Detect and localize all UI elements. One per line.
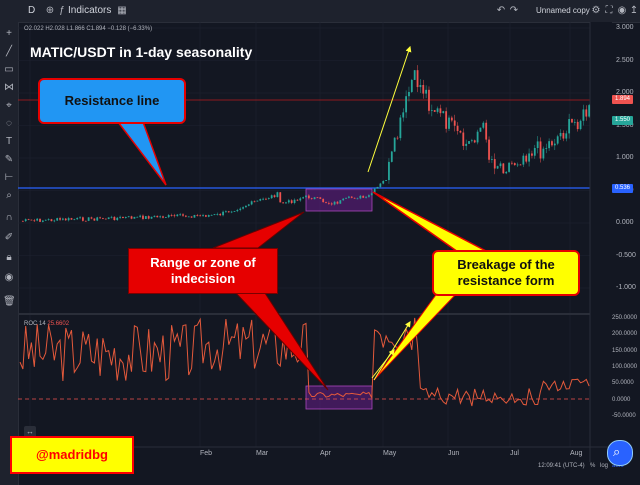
scroll-to-start-icon[interactable]: ↔: [24, 426, 36, 438]
resistance-price-label: 0.536: [612, 184, 634, 193]
time-tick: Jul: [510, 450, 519, 457]
brush-icon[interactable]: ✎: [4, 154, 14, 165]
price-axis[interactable]: [590, 22, 612, 485]
range-callout-pointer-top: [212, 211, 305, 249]
breakage-callout-pointer: [372, 191, 489, 253]
interval-button[interactable]: D: [28, 5, 36, 16]
roc-tick: 250.0000: [612, 315, 638, 321]
range-callout: Range or zone of indecision: [128, 248, 278, 294]
candle: [187, 216, 190, 218]
zoom-icon[interactable]: ⌕: [6, 190, 12, 201]
ohlc-legend: O2.022 H2.028 L1.866 C1.894 −0.128 (−6.3…: [24, 26, 153, 32]
log-toggle[interactable]: log: [600, 463, 609, 469]
roc-tick: -50.0000: [612, 412, 636, 419]
search-icon: ⌕: [613, 444, 621, 459]
top-toolbar: D ⊕ ƒ Indicators ▦ ↶ ↷ Unnamed copy ⚙ ⛶ …: [0, 0, 640, 23]
price-tick: 3.000: [616, 24, 634, 31]
pencil-icon[interactable]: ✐: [4, 232, 14, 243]
search-button[interactable]: ⌕: [607, 440, 633, 466]
undo-icon[interactable]: ↶: [496, 5, 506, 16]
roc-tick: 150.0000: [612, 347, 638, 354]
trendline-icon[interactable]: ╱: [5, 46, 13, 57]
price-tick: 1.500: [616, 121, 634, 129]
breakout-arrow-roc-2: [373, 320, 411, 381]
price-tick: 2.500: [616, 56, 634, 64]
roc-tick: 100.0000: [612, 363, 638, 370]
time-tick: Mar: [256, 450, 269, 457]
roc-line: [19, 317, 590, 407]
breakage-callout: Breakage of the resistance form: [432, 250, 580, 296]
price-tick: -1.000: [616, 284, 636, 291]
trash-icon[interactable]: 🗑︎: [3, 296, 16, 307]
time-tick: Aug: [570, 450, 583, 457]
roc-tick: 0.0000: [612, 396, 631, 403]
time-tick: Feb: [200, 450, 213, 457]
layout-name[interactable]: Unnamed copy: [536, 6, 590, 15]
current-price-label: 1.894: [612, 95, 634, 104]
resistance-callout-text: Resistance line: [64, 93, 160, 108]
candle: [316, 197, 319, 199]
candle: [84, 220, 87, 222]
range-callout-text: Range or zone of indecision: [150, 255, 256, 286]
auto-toggle[interactable]: auto: [612, 463, 624, 469]
text-icon[interactable]: T: [5, 136, 13, 147]
compare-icon[interactable]: ⊕: [45, 5, 55, 16]
chart-grid: [18, 22, 590, 447]
drawing-toolbar: + ╱ ▭ ⋈ ⌖ ◌ T ✎ ⊢ ⌕ ∩ ✐ 🔒︎ ◉ 🗑︎: [0, 22, 19, 485]
chart-title: MATIC/USDT in 1-day seasonality: [30, 44, 253, 60]
roc-value: 25.6602: [47, 321, 70, 327]
breakout-arrow-roc-1: [371, 349, 395, 379]
range-zone-box[interactable]: [305, 188, 373, 212]
time-tick: May: [383, 450, 397, 457]
pattern-icon[interactable]: ⋈: [4, 82, 14, 93]
indicators-icon[interactable]: ƒ: [59, 5, 65, 16]
eye-icon[interactable]: ◉: [4, 272, 14, 283]
clock: 12:09:41 (UTC-4): [538, 463, 585, 469]
chart-canvas[interactable]: [18, 22, 612, 485]
breakage-callout-text: Breakage of the resistance form: [457, 257, 555, 288]
price-tick: 2.000: [616, 89, 634, 96]
breakout-arrow-price: [367, 45, 412, 173]
magnet-icon[interactable]: ∩: [5, 212, 13, 223]
redo-icon[interactable]: ↷: [509, 5, 519, 16]
roc-label: ROC 14 25.6602: [24, 321, 69, 327]
price-tick: 0.000: [616, 219, 634, 226]
resistance-callout: Resistance line: [38, 78, 186, 124]
price-tick: 1.000: [616, 154, 634, 161]
lock-icon[interactable]: 🔒︎: [6, 252, 12, 263]
time-tick: Jun: [448, 450, 460, 457]
measure-icon[interactable]: ⊢: [4, 172, 14, 183]
publish-icon[interactable]: ↥: [629, 5, 639, 16]
author-watermark-text: @madridbg: [36, 447, 108, 462]
price-tick: -0.500: [616, 251, 636, 259]
settings-icon[interactable]: ⚙: [591, 5, 601, 16]
camera-icon[interactable]: ◉: [617, 5, 627, 16]
time-tick: Apr: [320, 450, 331, 457]
roc-tick: 50.0000: [612, 380, 634, 387]
fullscreen-icon[interactable]: ⛶: [605, 5, 613, 16]
indicators-button[interactable]: Indicators: [68, 5, 112, 16]
resistance-callout-pointer: [116, 121, 167, 186]
templates-icon[interactable]: ▦: [117, 5, 127, 16]
candlestick-series: [21, 65, 591, 223]
author-watermark: @madridbg: [10, 436, 134, 474]
range-callout-pointer-bottom: [231, 289, 329, 391]
roc-zone-box[interactable]: [305, 385, 373, 410]
candle: [136, 216, 139, 218]
fib-icon[interactable]: ▭: [4, 64, 14, 75]
roc-name: ROC 14: [24, 321, 46, 327]
crosshair-icon[interactable]: +: [6, 28, 12, 39]
shapes-icon[interactable]: ◌: [6, 118, 12, 129]
percent-toggle[interactable]: %: [590, 463, 596, 469]
roc-tick: 200.0000: [612, 331, 638, 338]
last-price-label: 1.550: [612, 116, 634, 125]
prediction-icon[interactable]: ⌖: [6, 100, 12, 111]
